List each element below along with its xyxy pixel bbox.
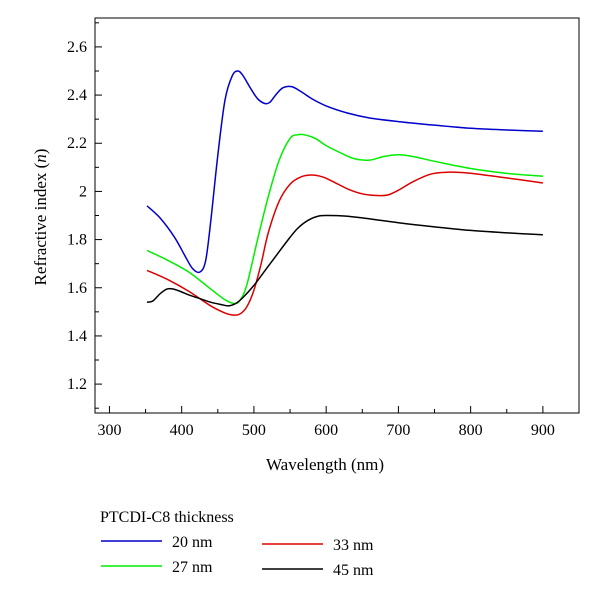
legend-label-27nm: 27 nm bbox=[172, 559, 213, 576]
y-tick-label: 2.4 bbox=[67, 87, 87, 104]
y-tick-label: 1.4 bbox=[67, 328, 87, 345]
x-tick-label: 900 bbox=[531, 422, 555, 439]
x-tick-label: 400 bbox=[170, 422, 194, 439]
x-tick-label: 500 bbox=[242, 422, 266, 439]
legend-label-33nm: 33 nm bbox=[333, 537, 374, 554]
x-tick-label: 700 bbox=[386, 422, 410, 439]
y-tick-label: 1.6 bbox=[67, 280, 87, 297]
y-tick-label: 1.2 bbox=[67, 376, 87, 393]
x-axis-title: Wavelength (nm) bbox=[266, 455, 384, 474]
series-33nm-line bbox=[146, 171, 543, 316]
x-tick-label: 300 bbox=[97, 422, 121, 439]
series-layer bbox=[146, 70, 543, 316]
legend-label-20nm: 20 nm bbox=[172, 534, 213, 551]
legend-entry-45nm: 45 nm bbox=[262, 562, 374, 579]
x-tick-label: 800 bbox=[459, 422, 483, 439]
series-27nm-line bbox=[146, 133, 543, 305]
x-tick-label: 600 bbox=[314, 422, 338, 439]
y-tick-label: 1.8 bbox=[67, 232, 87, 249]
series-20nm-line bbox=[146, 70, 543, 274]
legend-entry-20nm: 20 nm bbox=[101, 534, 213, 551]
y-axis-ticks: 1.2 1.4 1.6 1.8 2 2.2 2.4 2.6 bbox=[67, 22, 102, 409]
legend-entry-27nm: 27 nm bbox=[101, 559, 213, 576]
y-tick-label: 2.2 bbox=[67, 135, 87, 152]
x-axis-ticks: 300 400 500 600 700 800 900 bbox=[97, 406, 580, 439]
y-axis-title: Refractive index (n) bbox=[31, 149, 50, 286]
legend-entry-33nm: 33 nm bbox=[262, 537, 374, 554]
series-45nm-line bbox=[146, 214, 543, 307]
y-tick-label: 2.6 bbox=[67, 39, 87, 56]
legend-label-45nm: 45 nm bbox=[333, 562, 374, 579]
y-tick-label: 2 bbox=[79, 183, 87, 200]
legend-title: PTCDI-C8 thickness bbox=[100, 509, 234, 526]
plot-area: 300 400 500 600 700 800 900 1.2 1.4 1.6 1.8 2 2.2 2.… bbox=[67, 17, 580, 439]
legend: PTCDI-C8 thickness 20 nm 27 nm 33 nm 45 … bbox=[100, 509, 374, 579]
